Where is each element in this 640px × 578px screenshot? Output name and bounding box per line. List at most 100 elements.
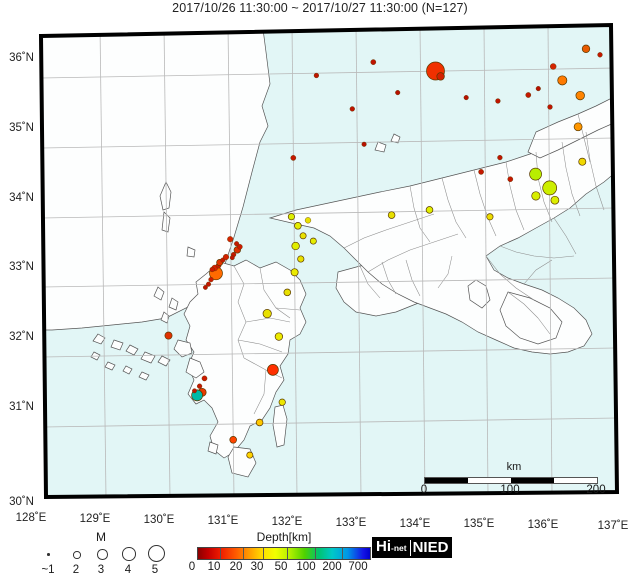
earthquake-marker[interactable] — [529, 167, 542, 181]
earthquake-marker[interactable] — [255, 418, 264, 427]
colorbar-tick-700 — [370, 548, 371, 559]
earthquake-marker[interactable] — [395, 90, 401, 96]
earthquake-marker[interactable] — [550, 195, 560, 205]
magnitude-legend-title: M — [96, 530, 106, 544]
mag-label-3: 3 — [97, 564, 105, 576]
colorbar-tick-10 — [220, 548, 222, 559]
earthquake-marker[interactable] — [201, 375, 208, 382]
lat-label-36: 36˚N — [9, 52, 34, 64]
scale-label-0: 0 — [420, 484, 428, 496]
mag-symbol-3 — [97, 549, 108, 560]
earthquake-marker[interactable] — [542, 180, 558, 196]
earthquake-marker[interactable] — [557, 75, 568, 86]
scale-label-200: 200 — [586, 484, 606, 496]
mag-symbol-4 — [122, 547, 136, 561]
lon-label-131: 131˚E — [207, 515, 239, 527]
earthquake-marker[interactable] — [227, 236, 234, 243]
earthquake-marker[interactable] — [349, 106, 355, 112]
earthquake-marker[interactable] — [597, 52, 603, 58]
earthquake-marker[interactable] — [278, 398, 286, 406]
depth-colorbar — [197, 547, 371, 560]
depth-legend: Depth[km] 0 10 20 30 50 100 200 700 — [186, 530, 382, 576]
earthquake-marker[interactable] — [294, 222, 302, 230]
earthquake-marker[interactable] — [495, 98, 501, 104]
magnitude-symbols — [26, 544, 176, 564]
earthquake-marker[interactable] — [229, 436, 237, 444]
earthquake-marker[interactable] — [192, 388, 197, 394]
earthquake-marker[interactable] — [309, 237, 317, 245]
earthquake-markers[interactable] — [164, 44, 603, 459]
earthquake-marker[interactable] — [387, 211, 396, 219]
earthquake-marker[interactable] — [297, 255, 305, 263]
earthquake-marker[interactable] — [164, 331, 173, 340]
earthquake-marker[interactable] — [197, 383, 203, 389]
depth-tick-30: 30 — [250, 561, 264, 573]
lat-label-34: 34˚N — [9, 192, 34, 204]
mag-label-2: 2 — [72, 564, 80, 576]
depth-tick-20: 20 — [229, 561, 243, 573]
lon-label-128: 128˚E — [15, 512, 47, 524]
earthquake-marker[interactable] — [535, 86, 541, 92]
mag-symbol-5 — [148, 545, 165, 562]
map-canvas — [38, 22, 620, 500]
scale-label-100: 100 — [500, 484, 520, 496]
earthquake-marker[interactable] — [290, 268, 299, 277]
colorbar-tick-50 — [287, 548, 289, 559]
mag-symbol-2 — [73, 551, 81, 559]
earthquake-marker[interactable] — [370, 59, 377, 65]
earthquake-marker[interactable] — [283, 288, 292, 297]
earthquake-marker[interactable] — [290, 155, 297, 161]
earthquake-marker[interactable] — [550, 63, 557, 70]
earthquake-marker[interactable] — [208, 277, 214, 283]
earthquake-marker[interactable] — [531, 191, 541, 201]
earthquake-marker[interactable] — [581, 44, 591, 53]
earthquake-marker[interactable] — [234, 241, 240, 247]
scale-bar-graphic — [424, 477, 598, 484]
lat-label-35: 35˚N — [9, 122, 34, 134]
earthquake-marker[interactable] — [304, 217, 312, 224]
scale-bar-title: km — [506, 461, 522, 473]
lon-label-134: 134˚E — [399, 518, 431, 530]
earthquake-marker[interactable] — [202, 284, 208, 290]
earthquake-marker[interactable] — [575, 90, 585, 101]
earthquake-marker[interactable] — [425, 206, 434, 214]
hinet-nied-logo: Hi -net NIED — [372, 537, 453, 558]
earthquake-marker[interactable] — [313, 72, 320, 79]
earthquake-marker[interactable] — [547, 104, 553, 110]
earthquake-marker[interactable] — [229, 255, 235, 261]
earthquake-marker[interactable] — [246, 451, 254, 459]
logo-nied-text: NIED — [409, 539, 451, 556]
depth-tick-10: 10 — [207, 561, 221, 573]
depth-tick-50: 50 — [274, 561, 288, 573]
earthquake-marker[interactable] — [267, 364, 279, 376]
logo-hinet: Hi -net — [374, 539, 409, 556]
earthquake-marker[interactable] — [222, 253, 229, 260]
earthquake-marker[interactable] — [236, 243, 243, 250]
earthquake-marker[interactable] — [463, 95, 469, 101]
mag-label-4: 4 — [124, 564, 132, 576]
seismicity-map[interactable] — [38, 22, 620, 500]
map-frame — [38, 22, 620, 500]
logo-hi-text: Hi — [376, 538, 391, 555]
mag-label-5: 5 — [151, 564, 159, 576]
earthquake-marker[interactable] — [486, 213, 494, 221]
earthquake-marker[interactable] — [525, 92, 532, 98]
depth-tick-labels: 0 10 20 30 50 100 200 700 — [186, 561, 382, 576]
earthquake-marker[interactable] — [497, 155, 503, 161]
earthquake-marker[interactable] — [209, 266, 215, 273]
earthquake-marker[interactable] — [299, 232, 307, 240]
lon-label-133: 133˚E — [335, 517, 367, 529]
earthquake-marker[interactable] — [436, 72, 445, 81]
earthquake-marker[interactable] — [478, 169, 484, 175]
earthquake-marker[interactable] — [274, 332, 284, 341]
earthquake-marker[interactable] — [291, 241, 300, 251]
earthquake-marker[interactable] — [205, 281, 211, 287]
earthquake-marker[interactable] — [361, 141, 367, 147]
earthquake-marker[interactable] — [262, 309, 272, 319]
earthquake-marker[interactable] — [578, 157, 587, 166]
depth-legend-title: Depth[km] — [256, 530, 312, 544]
earthquake-marker[interactable] — [573, 122, 583, 132]
earthquake-marker[interactable] — [507, 176, 514, 182]
earthquake-marker[interactable] — [287, 213, 295, 221]
colorbar-tick-20 — [242, 548, 244, 559]
